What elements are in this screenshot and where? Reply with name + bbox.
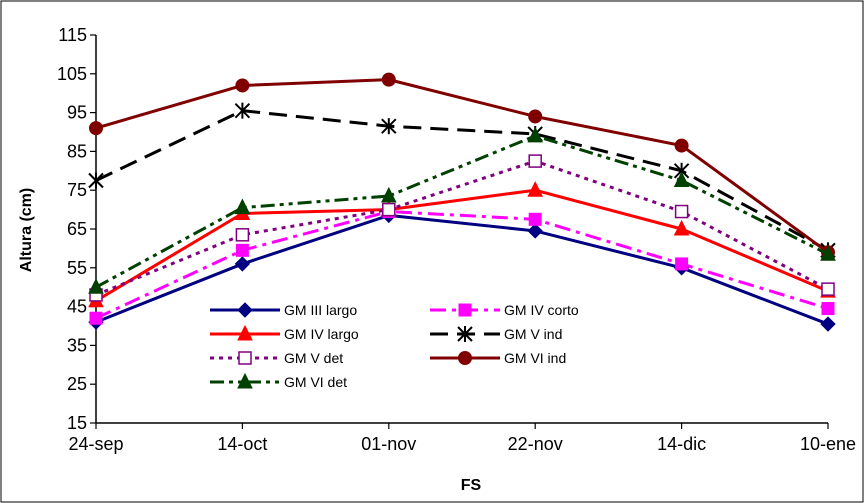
y-tick-label: 105 [57,64,87,84]
y-tick-label: 65 [67,219,87,239]
legend-marker [458,351,472,365]
legend-item: GM VI det [210,372,347,390]
data-point [527,223,543,239]
legend-marker [457,326,473,342]
legend-label: GM VI ind [504,350,566,366]
legend-item: GM V ind [430,326,562,342]
series-line [95,134,829,289]
data-point [88,172,104,189]
data-point [88,278,104,294]
y-tick-label: 85 [67,141,87,161]
legend-item: GM IV largo [210,324,359,342]
legend-marker [238,351,252,365]
x-tick-label: 14-dic [657,434,706,454]
data-point [674,138,689,153]
legend-label: GM V det [284,350,343,366]
x-tick-label: 22-nov [508,434,563,454]
series-6 [89,72,835,260]
data-point [89,311,103,325]
data-point [674,204,689,219]
y-tick-label: 25 [67,374,87,394]
x-tick-label: 14-oct [217,434,267,454]
legend-marker [237,372,253,389]
data-point [820,245,836,261]
data-point [235,78,250,93]
x-tick-label: 01-nov [361,434,416,454]
data-point [381,118,397,135]
x-tick-label: 24-sep [68,434,123,454]
y-tick-label: 15 [67,413,87,433]
data-point [527,126,544,143]
data-point [234,102,251,119]
series-5 [89,154,835,302]
data-point [820,316,836,332]
legend-label: GM V ind [504,326,562,342]
y-tick-label: 75 [67,180,87,200]
data-point [675,257,689,271]
y-tick-label: 35 [67,335,87,355]
data-point [380,186,397,203]
series-line [95,213,829,326]
legend-marker [458,303,472,317]
legend: GM III largo GM IV corto GM IV largo GM V i… [210,302,579,390]
y-tick-label: 115 [58,25,87,45]
legend-item: GM III largo [210,302,357,318]
legend-item: GM VI ind [430,350,566,366]
data-point [821,302,835,316]
data-point [235,228,250,242]
data-point [89,121,103,136]
series-line [95,78,829,254]
data-point [821,282,835,296]
series-layer [88,72,836,332]
data-point [528,154,542,168]
data-point [673,219,690,236]
legend-marker [237,324,253,341]
legend-label: GM IV largo [284,326,359,342]
data-point [234,198,251,215]
y-tick-label: 95 [67,103,87,123]
legend-marker [237,302,253,318]
data-point [527,181,544,197]
data-point [528,109,543,124]
legend-label: GM VI det [284,374,347,390]
data-point [673,171,690,187]
y-axis-title: Altura (cm) [18,188,35,272]
series-line [95,210,829,320]
series-line [95,188,829,303]
y-tick-label: 45 [67,297,87,317]
data-point [528,212,542,226]
x-axis-title: FS [461,477,482,494]
data-point [381,72,396,87]
data-point [235,243,249,257]
axes: 15 25 35 45 55 65 75 85 95 105 115 24-sep 14-oct 01-n… [57,25,856,454]
x-tick-label: 10-ene [800,434,856,454]
series-line [95,109,829,252]
y-tick-label: 55 [67,258,87,278]
legend-label: GM III largo [284,302,357,318]
data-point [382,202,396,217]
series-7 [88,126,836,294]
legend-item: GM V det [210,350,343,366]
legend-label: GM IV corto [504,302,579,318]
data-point [234,256,251,272]
legend-item: GM IV corto [430,302,579,318]
